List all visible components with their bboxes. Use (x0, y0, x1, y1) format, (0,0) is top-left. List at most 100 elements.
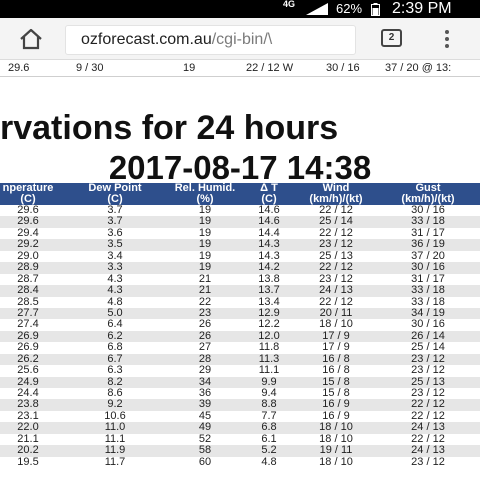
prev-cell: 22 / 12 W (246, 62, 294, 74)
table-cell: 23 / 12 (411, 352, 445, 365)
table-cell: 18 / 10 (319, 432, 353, 445)
table-cell: 3.6 (107, 226, 123, 239)
table-cell: 12.0 (258, 329, 280, 342)
table-cell: 19 (198, 249, 212, 262)
table-cell: 17 / 9 (322, 341, 350, 354)
table-cell: 21.1 (17, 432, 39, 445)
table-cell: 34 / 19 (411, 306, 445, 319)
signal-icon (306, 3, 328, 15)
home-icon[interactable] (19, 28, 43, 50)
table-row: 22.0 11.0 49 6.8 18 / 10 24 / 13 (0, 421, 480, 434)
page-title-line1: rvations for 24 hours (0, 109, 339, 147)
table-row: 29.4 3.6 19 14.4 22 / 12 31 / 17 (0, 226, 480, 239)
table-cell: 30 / 16 (411, 261, 445, 274)
column-header: Gust (km/h)/(kt) (382, 183, 474, 205)
table-cell: 6.7 (107, 352, 123, 365)
table-cell: 4.3 (107, 284, 123, 297)
table-cell: 9.4 (261, 387, 277, 399)
column-header-label: Rel. Humid. (174, 182, 236, 194)
table-row: 28.9 3.3 19 14.2 22 / 12 30 / 16 (0, 261, 480, 274)
table-cell: 23 / 12 (411, 387, 445, 399)
table-cell: 28.9 (17, 261, 39, 274)
table-cell: 23 / 12 (319, 272, 353, 285)
column-header: Wind (km/h)/(kt) (290, 183, 382, 205)
table-row: 20.2 11.9 58 5.2 19 / 11 24 / 13 (0, 444, 480, 457)
table-cell: 21 (198, 272, 212, 285)
table-cell: 27.4 (17, 318, 39, 331)
table-cell: 12.9 (258, 306, 280, 319)
table-cell: 25 / 14 (319, 215, 353, 228)
table-cell: 20.2 (17, 444, 39, 457)
table-cell: 33 / 18 (411, 215, 445, 228)
observations-table: 29.6 3.7 19 14.6 22 / 12 30 / 16 29.6 3.7 19 14.6… (0, 204, 480, 468)
table-cell: 29.0 (17, 249, 39, 262)
table-cell: 17 / 9 (322, 329, 350, 342)
address-bar[interactable]: ozforecast.com.au/cgi-bin/\ (65, 25, 356, 55)
table-cell: 24 / 13 (411, 444, 445, 457)
table-cell: 7.7 (261, 409, 277, 422)
column-header-unit: (%) (196, 193, 214, 205)
table-cell: 22 / 12 (411, 398, 445, 411)
table-cell: 23.1 (17, 409, 39, 422)
table-cell: 24 / 13 (319, 284, 353, 297)
table-cell: 11.1 (258, 364, 280, 377)
column-header-label: Gust (415, 182, 441, 194)
table-cell: 30 / 16 (411, 318, 445, 331)
url-path: /cgi-bin/\ (211, 31, 273, 48)
table-cell: 29.4 (17, 226, 39, 239)
table-row: 29.0 3.4 19 14.3 25 / 13 37 / 20 (0, 249, 480, 262)
column-header-label: Δ T (260, 182, 278, 194)
column-header-label: Dew Point (88, 182, 142, 194)
table-cell: 27 (198, 341, 212, 354)
table-cell: 25 / 13 (319, 249, 353, 262)
table-cell: 4.8 (261, 455, 277, 468)
column-header-unit: (C) (20, 193, 36, 205)
table-row: 29.2 3.5 19 14.3 23 / 12 36 / 19 (0, 238, 480, 251)
overflow-menu-icon[interactable] (444, 30, 450, 50)
table-cell: 33 / 18 (411, 284, 445, 297)
table-cell: 36 (198, 387, 212, 399)
table-cell: 49 (198, 421, 212, 434)
tab-switcher-button[interactable]: 2 (381, 29, 402, 47)
prev-cell: 37 / 20 @ 13: (385, 62, 452, 74)
prev-cell: 19 (183, 62, 196, 74)
table-cell: 28 (198, 352, 212, 365)
table-cell: 11.3 (258, 352, 280, 365)
table-cell: 24.9 (17, 375, 39, 388)
table-cell: 15 / 8 (322, 387, 350, 399)
table-cell: 37 / 20 (411, 249, 445, 262)
table-cell: 16 / 8 (322, 352, 350, 365)
status-bar: 4G 62% 2:39 PM (0, 0, 480, 18)
table-cell: 22 (198, 295, 212, 308)
table-cell: 8.2 (107, 375, 123, 388)
page-title-line2: 2017-08-17 14:38 (108, 149, 372, 186)
table-cell: 14.4 (258, 226, 280, 239)
column-header-unit: (C) (107, 193, 123, 205)
table-cell: 19 (198, 204, 212, 216)
table-cell: 18 / 10 (319, 455, 353, 468)
table-cell: 52 (198, 432, 212, 445)
table-row: 23.8 9.2 39 8.8 16 / 9 22 / 12 (0, 398, 480, 411)
table-cell: 34 (198, 375, 212, 388)
table-cell: 13.4 (258, 295, 280, 308)
table-row: 26.9 6.8 27 11.8 17 / 9 25 / 14 (0, 341, 480, 354)
column-header-unit: (C) (261, 193, 277, 205)
table-cell: 26.9 (17, 341, 39, 354)
prev-cell: 30 / 16 (326, 62, 360, 74)
table-cell: 29.2 (17, 238, 39, 251)
table-cell: 29.6 (17, 215, 39, 228)
table-cell: 22 / 12 (319, 295, 353, 308)
table-cell: 30 / 16 (411, 204, 445, 216)
table-cell: 25 / 13 (411, 375, 445, 388)
table-cell: 23 (198, 306, 212, 319)
column-header: nperature (C) (0, 183, 68, 205)
table-cell: 5.0 (107, 306, 123, 319)
table-cell: 14.2 (258, 261, 280, 274)
prev-cell: 29.6 (8, 62, 30, 74)
table-cell: 20 / 11 (319, 306, 353, 319)
spacer (0, 78, 480, 108)
table-cell: 25 / 14 (411, 341, 445, 354)
table-row: 28.7 4.3 21 13.8 23 / 12 31 / 17 (0, 272, 480, 285)
table-cell: 19 / 11 (319, 444, 353, 457)
table-cell: 15 / 8 (322, 375, 350, 388)
